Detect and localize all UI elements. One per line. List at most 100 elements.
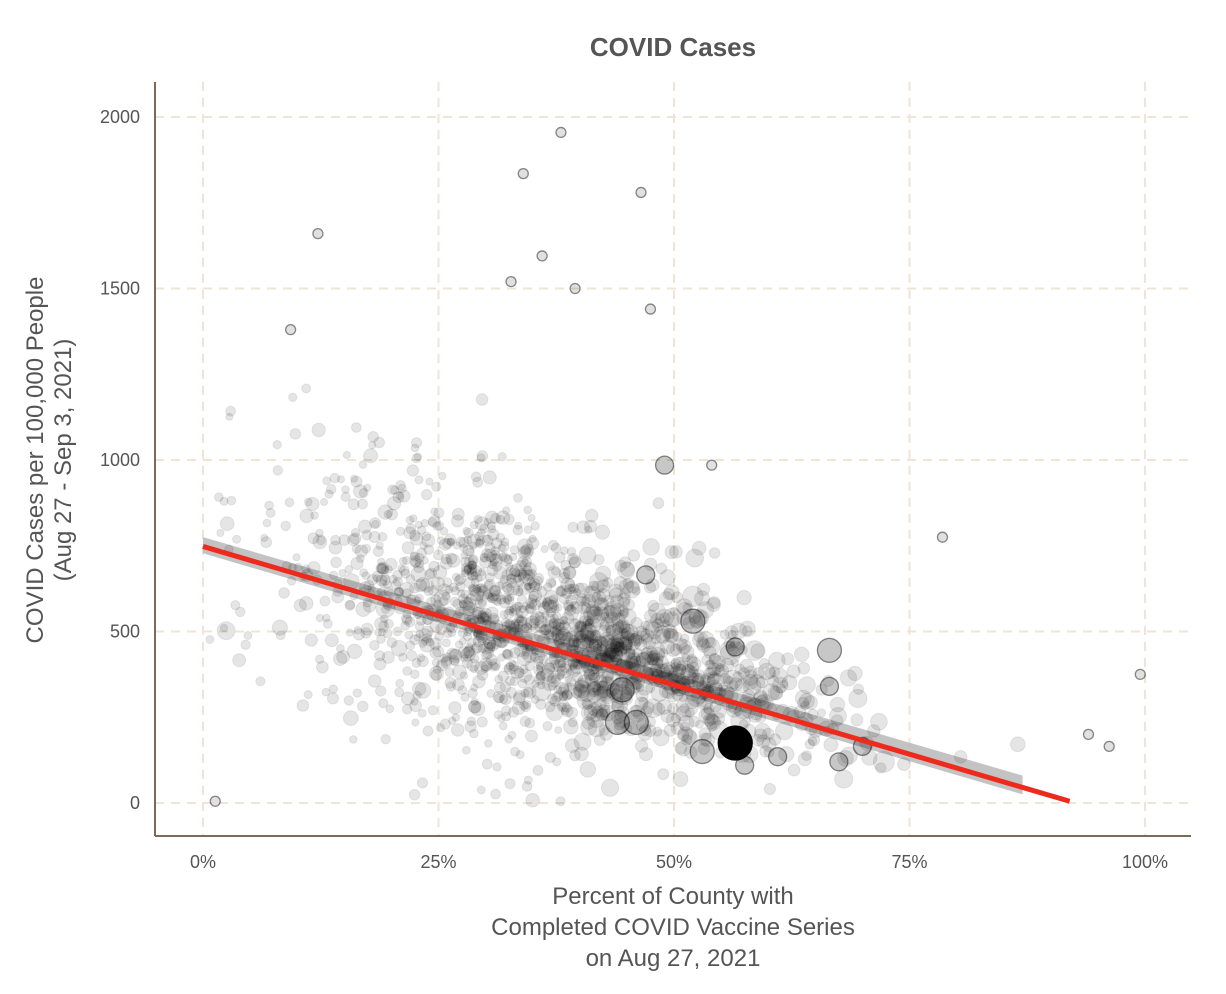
data-point	[817, 708, 827, 718]
data-point	[341, 485, 350, 494]
data-point	[408, 789, 421, 801]
data-point	[744, 665, 757, 679]
data-point	[775, 683, 787, 694]
data-point	[468, 541, 478, 550]
data-point	[470, 471, 482, 483]
data-point	[521, 699, 532, 710]
data-point	[454, 608, 465, 619]
data-point	[613, 676, 629, 692]
data-point	[574, 620, 586, 632]
data-point	[403, 526, 417, 540]
data-point	[640, 705, 653, 718]
data-point	[515, 559, 528, 572]
data-point	[427, 705, 439, 716]
data-point	[528, 579, 538, 589]
data-point	[669, 658, 682, 670]
data-point	[560, 559, 572, 571]
data-point	[719, 640, 738, 660]
data-point	[477, 598, 487, 607]
data-point	[600, 689, 616, 705]
data-point	[538, 624, 550, 636]
data-point	[622, 598, 635, 611]
data-point	[528, 618, 539, 629]
data-point	[564, 604, 577, 616]
data-point	[373, 657, 387, 671]
data-point	[419, 541, 428, 550]
data-point	[555, 796, 566, 807]
data-point	[401, 614, 413, 626]
data-point	[568, 555, 582, 569]
data-point	[564, 584, 575, 595]
data-point	[448, 701, 462, 715]
data-point	[292, 553, 301, 562]
data-point	[591, 683, 605, 696]
data-point	[562, 631, 574, 642]
data-point	[293, 562, 303, 572]
data-point	[592, 643, 603, 653]
data-point	[447, 627, 457, 638]
data-point	[576, 520, 591, 534]
data-point	[392, 626, 403, 637]
data-point	[692, 631, 709, 648]
data-point	[377, 628, 387, 637]
data-point	[676, 611, 692, 626]
data-point	[502, 506, 511, 515]
data-point	[526, 577, 536, 586]
data-point	[622, 580, 641, 599]
data-point	[446, 647, 459, 660]
data-point	[594, 698, 607, 711]
data-point	[807, 733, 821, 747]
data-point	[462, 597, 476, 612]
data-point	[692, 609, 710, 627]
data-point	[416, 653, 426, 663]
data-point	[436, 603, 446, 614]
data-point	[519, 559, 532, 572]
data-point	[470, 701, 486, 717]
data-point	[562, 599, 574, 611]
data-point	[499, 574, 509, 584]
data-point	[521, 781, 533, 792]
data-point	[615, 636, 632, 654]
data-point	[368, 441, 377, 450]
data-point	[504, 606, 514, 616]
data-point	[596, 597, 610, 611]
data-point	[591, 580, 605, 594]
data-point	[345, 600, 356, 610]
data-point	[483, 637, 497, 650]
data-point	[497, 579, 507, 589]
data-point	[401, 541, 415, 555]
data-point	[432, 645, 445, 658]
data-point	[520, 650, 530, 660]
data-point	[421, 533, 436, 548]
data-point	[586, 687, 602, 704]
data-point	[433, 507, 445, 519]
data-point	[316, 660, 329, 674]
data-point	[385, 704, 395, 714]
data-point	[574, 582, 585, 594]
data-point	[376, 561, 390, 575]
data-point	[596, 588, 611, 603]
data-point	[373, 436, 386, 449]
data-point	[453, 575, 465, 586]
data-point	[477, 612, 490, 626]
data-point	[573, 625, 589, 641]
data-point	[350, 527, 361, 538]
data-point	[764, 667, 777, 680]
data-point	[517, 678, 528, 689]
data-point	[621, 676, 641, 697]
data-point	[705, 666, 718, 679]
data-point	[501, 592, 512, 603]
data-point	[298, 596, 314, 611]
data-point	[723, 675, 733, 685]
data-point	[555, 638, 566, 649]
data-point	[303, 497, 313, 507]
data-point	[574, 677, 590, 693]
data-point	[621, 623, 639, 642]
data-point	[466, 533, 482, 549]
data-point	[719, 672, 731, 684]
data-point	[593, 554, 605, 566]
data-point	[409, 552, 418, 561]
data-point	[600, 616, 615, 631]
data-point	[626, 632, 638, 644]
data-point	[377, 504, 394, 520]
